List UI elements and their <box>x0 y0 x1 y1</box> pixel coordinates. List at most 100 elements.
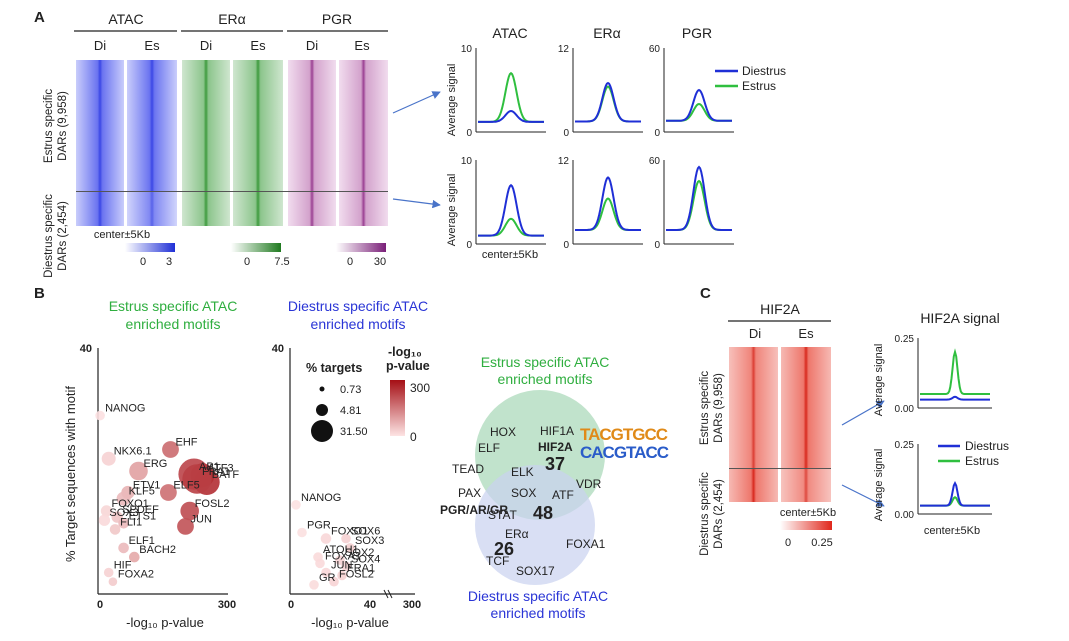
scale-er-max: 7.5 <box>274 256 289 268</box>
estrus-motif-point-nanog <box>95 410 105 421</box>
profile-line-estrus-er-estrus-dars <box>575 85 641 123</box>
estrus-motif-label-ehf: EHF <box>176 437 198 449</box>
hif-row-diestrus-1: Diestrus specific <box>699 472 711 556</box>
profile-xlabel: center±5Kb <box>482 249 538 261</box>
scale-atac-max: 3 <box>166 256 172 268</box>
size-legend-medium: 4.81 <box>340 405 361 417</box>
heatmap-atac-es-diestrus <box>127 192 177 226</box>
hif-arrow-diestrus <box>841 484 885 507</box>
diestrus-x40: 40 <box>364 599 376 611</box>
hif-heatmap-es-estrus <box>781 347 831 468</box>
panel-label-c: C <box>700 285 711 302</box>
profile-yzero-er-estrus-dars: 0 <box>563 128 569 139</box>
col-label-pgr-es: Es <box>354 38 370 53</box>
diestrus-motif-label-fosl2: FOSL2 <box>339 569 374 581</box>
estrus-motif-point-foxa2 <box>108 577 118 586</box>
venn-pgr-ar-gr: PGR/AR/GR <box>440 503 508 517</box>
diestrus-motif-point-foxo1 <box>320 533 332 544</box>
diestrus-motif-point-fosl2 <box>329 576 339 587</box>
estrus-motif-scatter: 40 0 300 % Target sequences with motif -… <box>63 343 239 630</box>
estrus-motif-point-jun <box>177 518 194 535</box>
scale-atac-min: 0 <box>140 256 146 268</box>
profile-ylabel-top: Average signal <box>446 64 458 137</box>
venn-tcf: TCF <box>486 554 509 568</box>
estrus-motif-point-erg <box>129 461 148 481</box>
hif-arrow-estrus <box>841 400 885 426</box>
heatmap-er-es-diestrus <box>233 192 283 226</box>
scale-bar-er <box>231 243 281 252</box>
estrus-motif-label-etv1: ETV1 <box>133 480 161 492</box>
profile-title-pgr: PGR <box>682 25 712 41</box>
profile-title-er: ERα <box>593 25 621 41</box>
diestrus-motif-title-2: enriched motifs <box>311 316 406 332</box>
size-legend-dot-medium <box>316 404 328 416</box>
hif-col-di: Di <box>749 326 761 341</box>
row-label-estrus-1: Estrus specific <box>43 89 55 163</box>
size-legend-title: % targets <box>306 361 362 375</box>
venn-count-shared: 48 <box>533 503 553 523</box>
panel-a-profiles: ATAC ERα PGR Average signal Average sign… <box>446 25 786 261</box>
hif-legend-diestrus: Diestrus <box>965 439 1009 453</box>
color-legend-bar <box>390 380 405 436</box>
diestrus-motif-point-fra1 <box>337 570 347 581</box>
estrus-motif-title-2: enriched motifs <box>126 316 221 332</box>
estrus-motif-label-foxa2: FOXA2 <box>118 569 154 581</box>
venn-hif2a: HIF2A <box>538 440 573 454</box>
estrus-motif-point-ehf <box>162 441 179 458</box>
heatmap-pgr-di-diestrus <box>288 192 336 226</box>
size-legend-large: 31.50 <box>340 426 368 438</box>
estrus-motif-label-klf5: KLF5 <box>129 486 155 498</box>
estrus-motif-label-spdef: SPDEF <box>122 504 159 516</box>
profile-line-diestrus-er-diestrus-dars <box>575 176 641 231</box>
heatmap-pgr-di-estrus <box>288 60 336 191</box>
scale-bar-pgr <box>336 243 386 252</box>
venn-circle-diestrus <box>475 465 595 585</box>
profile-line-diestrus-atac-estrus-dars <box>478 109 544 123</box>
motif-logo-row-2: CACGTACC <box>580 443 669 462</box>
estrus-motif-point-ets1 <box>118 518 129 529</box>
panel-c-heatmap: HIF2A Di Es Estrus specific DARs (9,958)… <box>699 301 836 556</box>
col-label-er-di: Di <box>200 38 212 53</box>
size-legend-dot-large <box>311 420 333 442</box>
venn-elk: ELK <box>511 465 534 479</box>
estrus-motif-point-bach2 <box>129 551 140 563</box>
diestrus-motif-label-pgr: PGR <box>307 520 331 532</box>
estrus-motif-label-batf: BATF <box>212 469 240 481</box>
estrus-motif-label-elf5: ELF5 <box>173 480 199 492</box>
size-legend-dot-small <box>319 386 325 392</box>
diestrus-motif-label-fra1: FRA1 <box>347 563 375 575</box>
profile-line-estrus-er-diestrus-dars <box>575 197 641 231</box>
color-legend-title-1: -log₁₀ <box>388 345 422 359</box>
heatmap-group-pgr: PGR <box>322 11 352 27</box>
col-label-atac-es: Es <box>144 38 160 53</box>
venn-top-title-2: enriched motifs <box>498 371 593 387</box>
arrow-estrus <box>392 91 441 114</box>
hif-profile-line-estrus-diestrus-dars <box>920 495 990 507</box>
heatmap-group-er: ERα <box>218 11 246 27</box>
row-label-estrus-2: DARs (9,958) <box>57 91 69 161</box>
estrus-motif-point-fra1 <box>182 464 212 494</box>
profile-line-diestrus-atac-diestrus-dars <box>478 183 544 237</box>
estrus-motif-point-fli1 <box>109 524 121 535</box>
profile-yzero-pgr-diestrus-dars: 0 <box>654 240 660 251</box>
heatmap-er-es-estrus <box>233 60 283 191</box>
diestrus-motif-point-sox4 <box>341 561 351 572</box>
estrus-motif-title-1: Estrus specific ATAC <box>109 298 238 314</box>
estrus-motif-label-atf3: ATF3 <box>208 462 234 474</box>
estrus-motif-point-klf5 <box>116 491 131 506</box>
estrus-motif-label-ets1: ETS1 <box>129 510 157 522</box>
venn-bottom-title-2: enriched motifs <box>491 605 586 621</box>
arrow-diestrus <box>392 198 441 209</box>
legend-estrus: Estrus <box>742 79 776 93</box>
heatmap-atac-es-estrus <box>127 60 177 191</box>
diestrus-motif-label-sox6: SOX6 <box>351 526 380 538</box>
venn-atf: ATF <box>552 488 574 502</box>
heatmap-atac-di-estrus <box>76 60 124 191</box>
hif-col-es: Es <box>798 326 814 341</box>
hif-profile-yzero-diestrus-dars: 0.00 <box>895 510 915 521</box>
hif-row-diestrus-2: DARs (2,454) <box>713 479 725 549</box>
diestrus-motif-label-atoh1: ATOH1 <box>323 544 359 556</box>
profile-yzero-atac-diestrus-dars: 0 <box>466 240 472 251</box>
diestrus-motif-scatter: 40 0 40 300 -log₁₀ p-value % targets 0.7… <box>272 343 431 630</box>
estrus-motif-label-hif: HIF <box>114 560 132 572</box>
